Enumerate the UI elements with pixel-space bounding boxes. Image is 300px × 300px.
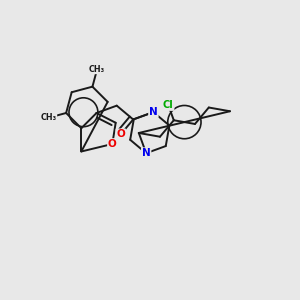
Text: CH₃: CH₃ bbox=[89, 64, 105, 74]
Text: CH₃: CH₃ bbox=[40, 113, 56, 122]
Text: N: N bbox=[149, 107, 158, 117]
Text: O: O bbox=[116, 129, 125, 139]
Text: O: O bbox=[108, 139, 117, 149]
Text: N: N bbox=[142, 148, 151, 158]
Text: Cl: Cl bbox=[163, 100, 174, 110]
